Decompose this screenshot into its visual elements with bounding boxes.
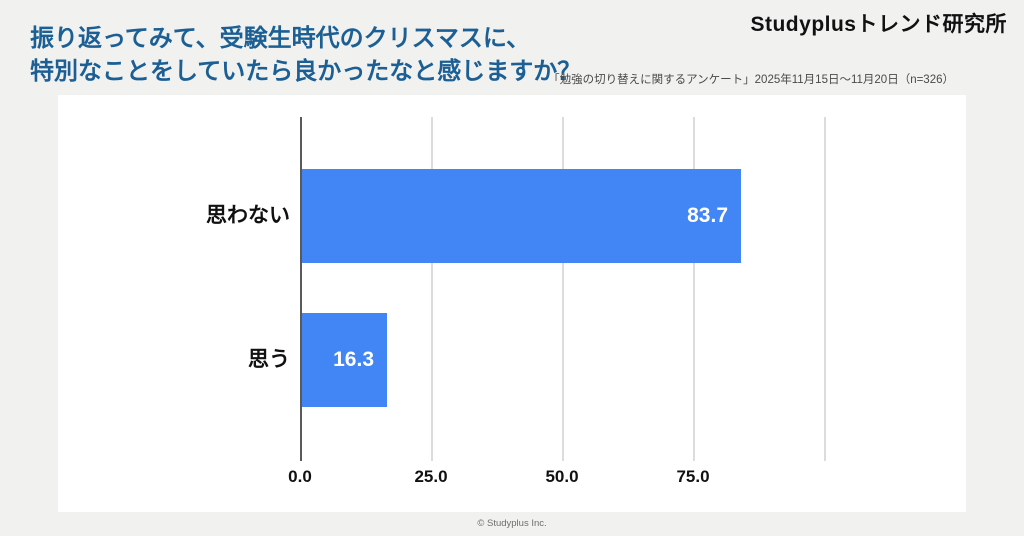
chart-title-line1: 振り返ってみて、受験生時代のクリスマスに、 (30, 25, 531, 52)
copyright-note: © Studyplus Inc. (477, 518, 547, 529)
bar-0: 83.7 (302, 169, 741, 263)
x-gridline-50 (562, 117, 564, 461)
chart-card: 思わない 83.7 思う 16.3 0.0 25.0 50.0 75.0 (58, 95, 966, 512)
x-tick-label-75.0: 75.0 (676, 467, 710, 486)
x-gridline-75 (693, 117, 695, 461)
bar-value-label-0: 83.7 (687, 204, 728, 227)
bar-value-label-1: 16.3 (333, 348, 374, 371)
x-tick-label-25.0: 25.0 (414, 467, 448, 486)
x-gridline-100 (824, 117, 826, 461)
bar-chart-plot: 思わない 83.7 思う 16.3 0.0 25.0 50.0 75.0 (58, 95, 966, 512)
y-axis-spine (300, 117, 302, 461)
studyplus-trend-lab-logo: Studyplusトレンド研究所 (750, 13, 1007, 36)
category-label-1: 思う (248, 348, 290, 371)
chart-title: 振り返ってみて、受験生時代のクリスマスに、 特別なことをしていたら良かったなと感… (30, 22, 581, 88)
survey-source-note: 「勉強の切り替えに関するアンケート」2025年11月15日～11月20日（n=3… (548, 74, 954, 86)
x-tick-label-0.0: 0.0 (288, 467, 312, 486)
x-gridline-25 (431, 117, 433, 461)
chart-title-line2: 特別なことをしていたら良かったなと感じますか？ (30, 58, 582, 85)
bar-1: 16.3 (302, 313, 387, 407)
x-tick-label-50.0: 50.0 (545, 467, 579, 486)
category-label-0: 思わない (206, 204, 290, 227)
